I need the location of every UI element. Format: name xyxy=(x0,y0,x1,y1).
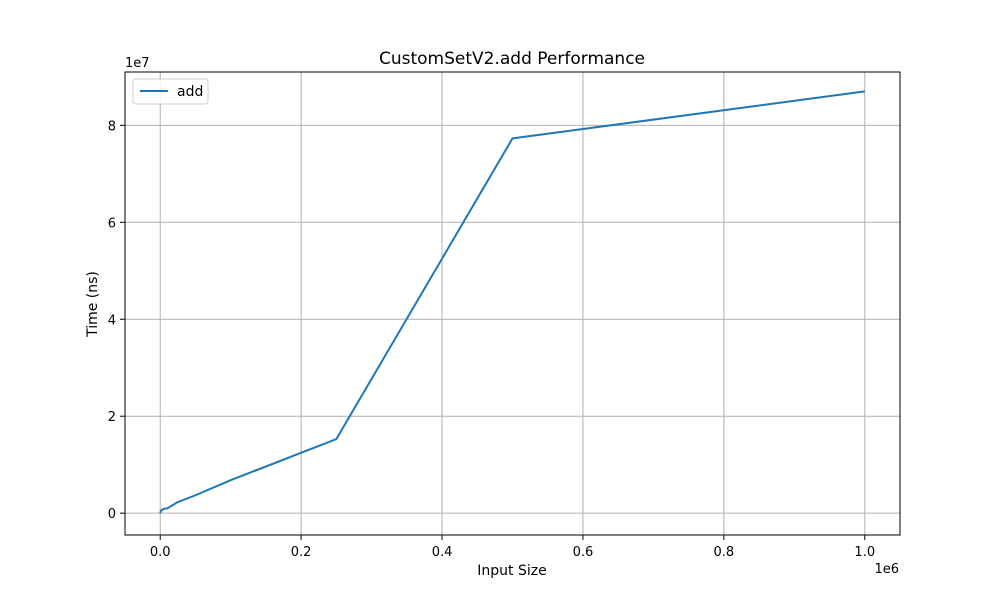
legend-label: add xyxy=(177,84,203,100)
series-layer xyxy=(159,90,865,514)
plot-frame xyxy=(124,71,901,536)
x-axis-label: Input Size xyxy=(477,563,546,579)
x-tick-label: 0.2 xyxy=(291,545,312,560)
y-axis-offset-label: 1e7 xyxy=(125,56,150,71)
grid xyxy=(125,72,900,535)
chart-title: CustomSetV2.add Performance xyxy=(379,49,645,69)
y-tick-label: 4 xyxy=(108,313,116,328)
y-tick-label: 2 xyxy=(108,410,116,425)
legend: add xyxy=(132,78,209,105)
y-tick-label: 6 xyxy=(108,216,116,231)
x-tick-label: 0.8 xyxy=(714,545,735,560)
x-tick-label: 0.0 xyxy=(150,545,171,560)
y-tick-label: 0 xyxy=(108,507,116,522)
y-tick-label: 8 xyxy=(108,119,116,134)
y-axis-label: Time (ns) xyxy=(85,271,101,338)
legend-box xyxy=(132,78,209,105)
x-tick-label: 0.6 xyxy=(573,545,594,560)
x-tick-label: 0.4 xyxy=(432,545,453,560)
x-axis: 0.0 0.2 0.4 0.6 0.8 1.0 xyxy=(150,535,875,560)
series-line-add xyxy=(159,90,865,514)
x-tick-label: 1.0 xyxy=(854,545,875,560)
y-axis: 0 2 4 6 8 xyxy=(108,119,125,522)
x-axis-offset-label: 1e6 xyxy=(874,562,899,577)
